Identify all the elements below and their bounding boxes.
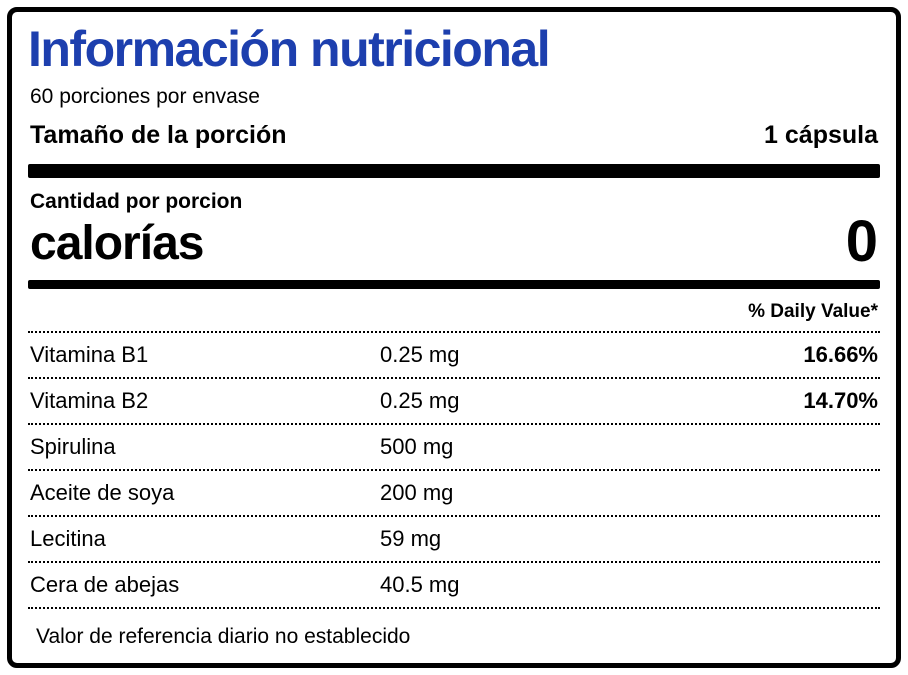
nutrient-dv: 14.70%: [803, 387, 878, 413]
nutrient-amount: 0.25 mg: [380, 341, 460, 367]
nutrition-label-frame: Información nutricional 60 porciones por…: [7, 7, 901, 668]
nutrient-row-aceite-de-soya: Aceite de soya 200 mg: [28, 471, 880, 517]
nutrient-name: Vitamina B1: [30, 341, 149, 367]
daily-value-header: % Daily Value*: [28, 293, 880, 333]
calories-value: 0: [845, 209, 878, 275]
nutrient-name: Spirulina: [30, 433, 116, 459]
label-title: Información nutricional: [28, 21, 551, 77]
calories-label: calorías: [30, 217, 204, 271]
nutrient-amount: 59 mg: [380, 525, 442, 551]
serving-size-value: 1 cápsula: [764, 121, 878, 149]
nutrient-row-vitamina-b1: Vitamina B1 0.25 mg 16.66%: [28, 333, 880, 379]
medium-divider: [28, 280, 880, 289]
nutrient-dv: 16.66%: [803, 341, 878, 367]
footnote: Valor de referencia diario no establecid…: [36, 624, 411, 648]
thick-divider: [28, 164, 880, 179]
nutrient-amount: 200 mg: [380, 479, 454, 505]
calories-row: calorías 0: [30, 209, 878, 275]
amount-per-serving-label: Cantidad por porcion: [30, 190, 243, 214]
nutrient-name: Lecitina: [30, 525, 106, 551]
nutrient-name: Vitamina B2: [30, 387, 149, 413]
nutrient-row-vitamina-b2: Vitamina B2 0.25 mg 14.70%: [28, 379, 880, 425]
servings-per-container: 60 porciones por envase: [30, 85, 260, 108]
nutrient-amount: 40.5 mg: [380, 571, 460, 597]
nutrient-name: Cera de abejas: [30, 571, 180, 597]
nutrient-amount: 500 mg: [380, 433, 454, 459]
serving-size-row: Tamaño de la porción 1 cápsula: [30, 121, 878, 150]
serving-size-label: Tamaño de la porción: [30, 121, 287, 149]
nutrient-row-spirulina: Spirulina 500 mg: [28, 425, 880, 471]
nutrient-row-cera-de-abejas: Cera de abejas 40.5 mg: [28, 563, 880, 609]
nutrient-name: Aceite de soya: [30, 479, 175, 505]
nutrient-amount: 0.25 mg: [380, 387, 460, 413]
nutrient-row-lecitina: Lecitina 59 mg: [28, 517, 880, 563]
